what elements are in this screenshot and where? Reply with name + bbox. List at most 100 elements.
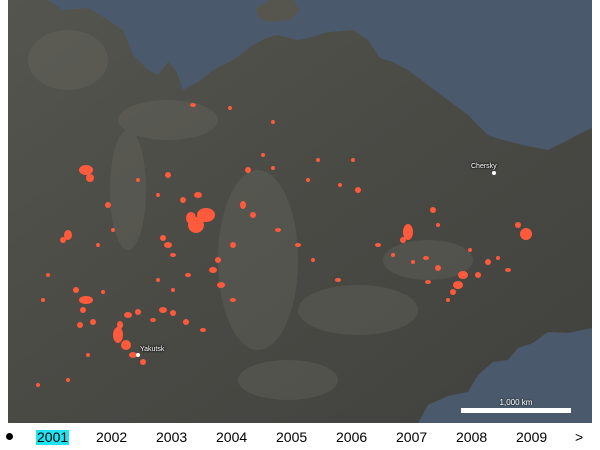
terrain-highlights (28, 30, 473, 400)
fire-patch (86, 353, 90, 357)
fire-patch (217, 282, 225, 288)
place-label-yakutsk: Yakutsk (140, 346, 165, 353)
fire-patch (261, 153, 265, 157)
land-mass (8, 0, 592, 423)
fire-patch (66, 378, 70, 382)
fire-patch (36, 383, 40, 387)
fire-patch (496, 256, 500, 260)
fire-patch (200, 328, 206, 332)
fire-patches (36, 103, 532, 387)
fire-patch (505, 268, 511, 272)
year-2009[interactable]: 2009 (516, 429, 548, 445)
fire-patch (183, 319, 189, 325)
fire-patch (338, 183, 342, 187)
fire-patch (77, 322, 83, 328)
fire-patch (230, 298, 236, 302)
fire-patch (375, 243, 381, 247)
fire-patch (453, 281, 463, 289)
fire-patch (105, 202, 111, 208)
fire-patch (80, 307, 86, 313)
fire-patch (520, 228, 532, 240)
fire-patch (228, 106, 232, 110)
fire-patch (156, 193, 160, 197)
fire-patch (60, 237, 66, 243)
fire-patch (64, 230, 72, 240)
fire-patch (170, 253, 176, 257)
map-canvas (8, 0, 592, 423)
fire-patch (186, 212, 196, 224)
fire-patch (215, 257, 221, 263)
scale-label: 1,000 km (499, 398, 533, 407)
fire-patch (311, 258, 315, 262)
fire-patch (436, 223, 440, 227)
fire-patch (271, 166, 275, 170)
fire-patch (485, 259, 491, 265)
fire-patch (250, 212, 256, 218)
year-2004[interactable]: 2004 (216, 429, 248, 445)
fire-patch (411, 260, 415, 264)
year-2008[interactable]: 2008 (456, 429, 488, 445)
year-2007[interactable]: 2007 (396, 429, 428, 445)
fire-patch (355, 187, 361, 193)
fire-patch (423, 256, 429, 260)
fire-patch (230, 242, 236, 248)
fire-patch (165, 172, 171, 178)
fire-patch (96, 243, 100, 247)
fire-patch (46, 273, 50, 277)
fire-patch (150, 318, 156, 322)
year-2006[interactable]: 2006 (336, 429, 368, 445)
fire-patch (209, 267, 217, 273)
fire-patch (194, 192, 202, 198)
fire-patch (164, 242, 172, 248)
year-timeline: 2001 2002 2003 2004 2005 2006 2007 2008 … (0, 425, 600, 450)
yakutsk-marker (136, 353, 140, 357)
fire-patch (140, 359, 146, 365)
year-2005[interactable]: 2005 (276, 429, 308, 445)
fire-patch (171, 288, 175, 292)
fire-patch (351, 158, 355, 162)
fire-patch (86, 174, 94, 182)
sea-bottom-right (418, 328, 592, 423)
year-2001[interactable]: 2001 (36, 429, 70, 445)
fire-patch (136, 178, 140, 182)
fire-patch (160, 235, 166, 241)
fire-patch (79, 165, 93, 175)
place-label-chersky: Chersky (471, 163, 497, 170)
scale-line (461, 408, 571, 413)
year-2003[interactable]: 2003 (156, 429, 188, 445)
fire-map[interactable]: Chersky Yakutsk 1,000 km (8, 0, 592, 423)
fire-patch (79, 296, 93, 304)
fire-patch (275, 228, 281, 232)
fire-patch (430, 207, 436, 213)
fire-patch (111, 228, 115, 232)
fire-patch (468, 248, 472, 252)
fire-patch (335, 278, 341, 282)
fire-patch (170, 310, 176, 316)
fire-patch (458, 271, 468, 279)
fire-patch (271, 120, 275, 124)
fire-patch (515, 222, 521, 228)
island (256, 0, 300, 22)
scale-bar: 1,000 km (461, 398, 571, 414)
fire-patch (450, 289, 456, 295)
fire-patch (316, 158, 320, 162)
fire-patch (190, 103, 196, 107)
fire-patch (425, 280, 431, 284)
fire-patch (73, 287, 79, 293)
fire-patch (391, 253, 395, 257)
fire-patch (117, 321, 123, 329)
fire-patch (124, 312, 132, 318)
fire-patch (185, 273, 191, 277)
fire-patch (90, 319, 96, 325)
next-year-button[interactable]: > (575, 429, 584, 445)
fire-patch (41, 298, 45, 302)
fire-patch (446, 298, 450, 302)
fire-patch (245, 167, 251, 173)
fire-patch (129, 352, 137, 358)
year-2002[interactable]: 2002 (96, 429, 128, 445)
chersky-marker (492, 171, 496, 175)
bullet-icon (6, 433, 13, 440)
fire-patch (121, 340, 131, 350)
fire-patch (156, 278, 160, 282)
fire-patch (400, 237, 406, 243)
